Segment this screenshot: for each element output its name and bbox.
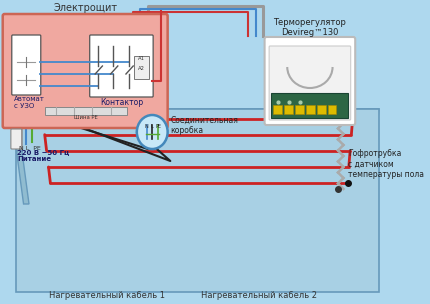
Polygon shape [16,109,379,292]
FancyBboxPatch shape [284,105,293,114]
Text: N: N [144,124,148,129]
Text: Нагревательный кабель 2: Нагревательный кабель 2 [201,292,317,300]
FancyBboxPatch shape [306,105,315,114]
Text: Контактор: Контактор [100,98,143,107]
Text: Нагревательный кабель 1: Нагревательный кабель 1 [49,292,165,300]
Text: A2: A2 [138,66,145,71]
FancyBboxPatch shape [45,106,127,115]
Circle shape [137,115,168,149]
FancyBboxPatch shape [3,14,168,128]
Text: A1: A1 [138,56,145,61]
Polygon shape [11,109,29,204]
Text: L: L [151,124,154,129]
FancyBboxPatch shape [271,92,348,118]
Text: 220 В ~50 Гц
Питание: 220 В ~50 Гц Питание [17,149,70,162]
FancyBboxPatch shape [11,129,22,149]
FancyBboxPatch shape [12,35,41,95]
Text: Шина PE: Шина PE [74,115,98,120]
FancyBboxPatch shape [90,35,153,97]
Text: PE: PE [156,124,162,129]
Text: Соединительная
коробка: Соединительная коробка [170,116,238,135]
Text: Электрощит: Электрощит [53,3,117,13]
FancyBboxPatch shape [317,105,326,114]
FancyBboxPatch shape [134,56,149,78]
Text: N L  PE: N L PE [19,146,41,151]
FancyBboxPatch shape [269,46,351,120]
Polygon shape [16,109,379,204]
Text: Автомат
с УЗО: Автомат с УЗО [14,96,44,109]
Text: Терморегулятор
Devireg™130: Терморегулятор Devireg™130 [273,18,346,37]
FancyBboxPatch shape [328,105,336,114]
FancyBboxPatch shape [264,37,355,125]
FancyBboxPatch shape [295,105,304,114]
FancyBboxPatch shape [273,105,282,114]
Text: Гофротрубка
с датчиком
температуры пола: Гофротрубка с датчиком температуры пола [348,149,424,179]
